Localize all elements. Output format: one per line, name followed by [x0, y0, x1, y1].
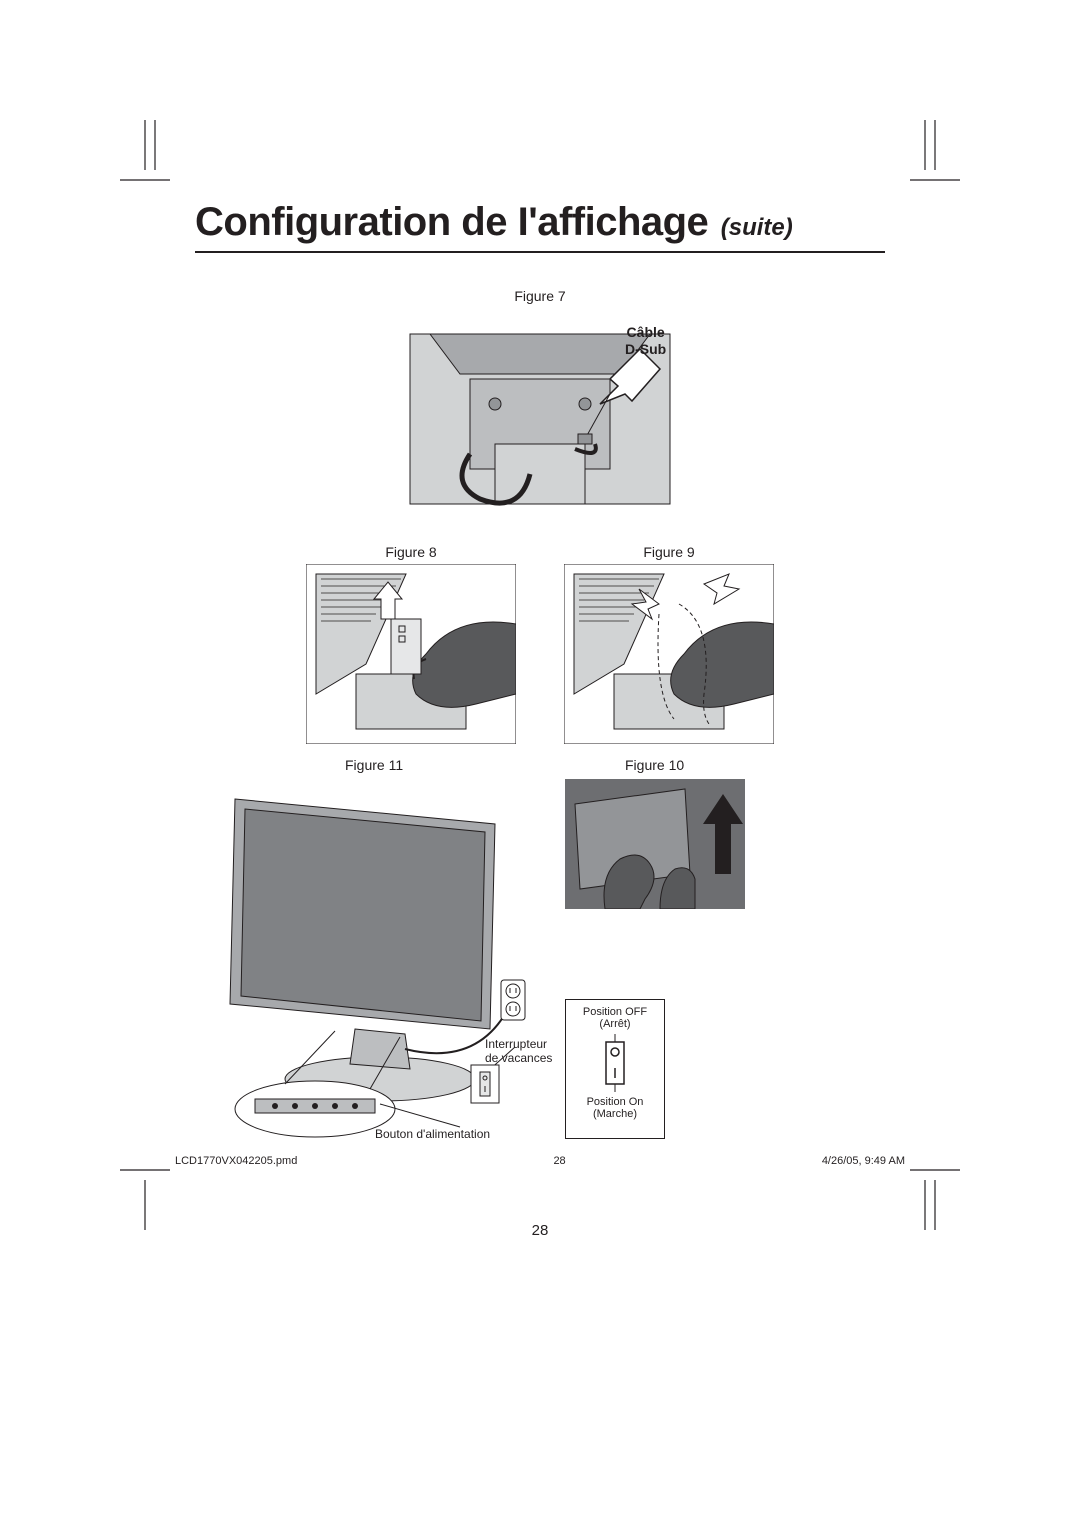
figure10: Figure 10: [565, 779, 745, 914]
figure11: Figure 11: [205, 779, 545, 1164]
interrupteur-label: Interrupteur de vacances: [485, 1037, 552, 1066]
switch-legend: Position OFF (Arrêt) Position On (Marche…: [565, 999, 665, 1139]
bouton-label: Bouton d'alimentation: [375, 1127, 490, 1141]
title-suite: (suite): [721, 214, 793, 241]
footer-datetime: 4/26/05, 9:49 AM: [822, 1155, 905, 1167]
switch-detail-icon: [470, 1064, 500, 1104]
page-number: 28: [195, 1222, 885, 1239]
figure8-label: Figure 8: [306, 544, 516, 560]
figure7-label: Figure 7: [195, 288, 885, 304]
footer-file: LCD1770VX042205.pmd: [175, 1155, 297, 1167]
figure11-label: Figure 11: [345, 757, 403, 773]
page-title: Configuration de I'affichage (suite): [195, 200, 885, 253]
figure8: Figure 8: [306, 544, 516, 749]
figure10-label: Figure 10: [625, 757, 684, 773]
pos-off-label: Position OFF: [566, 1006, 664, 1018]
footer-page: 28: [553, 1155, 565, 1167]
pos-on-label: Position On: [566, 1096, 664, 1108]
wall-outlet-icon: [500, 979, 526, 1021]
figure7: Câble D-Sub: [400, 304, 680, 519]
figure9: Figure 9: [564, 544, 774, 749]
footer: LCD1770VX042205.pmd 28 4/26/05, 9:49 AM: [175, 1155, 905, 1167]
title-text: Configuration de I'affichage: [195, 200, 708, 244]
figure9-label: Figure 9: [564, 544, 774, 560]
figure7-callout: Câble D-Sub: [625, 324, 666, 358]
rocker-switch-icon: [600, 1034, 630, 1092]
